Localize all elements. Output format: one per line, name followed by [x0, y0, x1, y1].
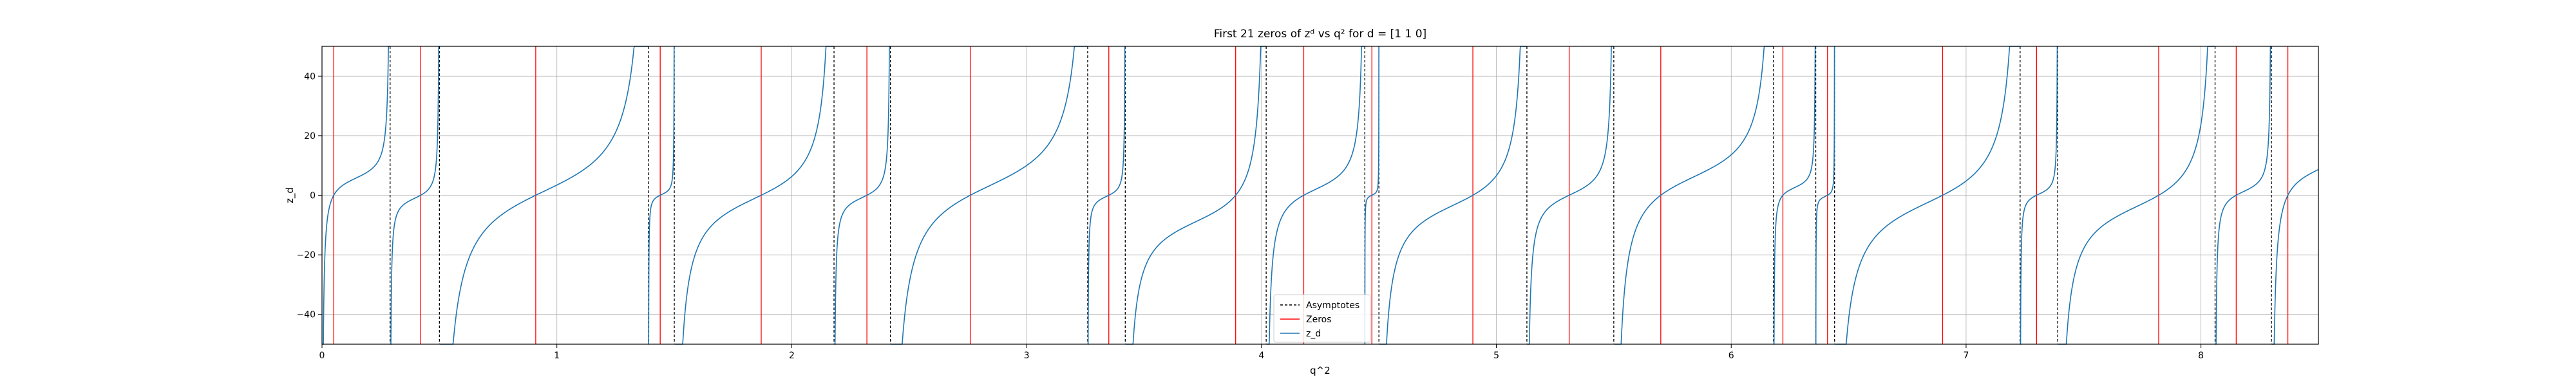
zd-curve	[322, 46, 2319, 345]
zd-branch	[2215, 46, 2271, 345]
grid	[321, 46, 2318, 344]
axis-ticks: 0 1 2 3 4 5 6 7 8 −40 −20 0 20 40	[296, 71, 2204, 361]
zd-branch	[1266, 46, 1365, 345]
zd-branch	[1087, 46, 1126, 345]
x-tick-label: 2	[789, 351, 795, 361]
zd-branch	[1815, 46, 1835, 345]
legend-label: Zeros	[1306, 315, 1332, 325]
y-tick-label: 20	[304, 131, 316, 142]
x-tick-label: 3	[1024, 351, 1030, 361]
x-axis-label: q^2	[1310, 365, 1331, 376]
zd-branch	[1125, 46, 1266, 345]
zd-branch	[674, 46, 834, 345]
zd-branch	[1379, 46, 1527, 345]
legend: Asymptotes Zeros z_d	[1273, 294, 1371, 343]
zd-branch	[1364, 46, 1379, 345]
zd-branch	[2271, 169, 2319, 345]
zd-branch	[390, 46, 440, 345]
zd-branch	[1614, 46, 1774, 345]
zd-branch	[440, 46, 649, 345]
zd-branch	[2020, 46, 2058, 345]
chart-title: First 21 zeros of zᵈ vs q² for d = [1 1 …	[1214, 28, 1426, 41]
legend-label: z_d	[1306, 329, 1321, 339]
x-tick-label: 6	[1728, 351, 1734, 361]
y-tick-label: −40	[296, 310, 316, 320]
x-tick-label: 1	[554, 351, 560, 361]
legend-box	[1273, 294, 1371, 343]
zd-branch	[1527, 46, 1614, 345]
x-tick-label: 8	[2198, 351, 2204, 361]
zd-branch	[322, 46, 390, 345]
y-axis-label: z_d	[284, 187, 296, 203]
zd-branch	[1773, 46, 1816, 345]
x-tick-label: 5	[1493, 351, 1499, 361]
y-tick-label: 40	[304, 71, 316, 82]
zd-branch	[891, 46, 1088, 345]
zd-branch	[834, 46, 891, 345]
x-tick-label: 0	[319, 351, 325, 361]
zd-branch	[648, 46, 675, 345]
x-tick-label: 4	[1258, 351, 1264, 361]
zd-branch	[1835, 46, 2020, 345]
x-tick-label: 7	[1963, 351, 1969, 361]
zd-branch	[2058, 46, 2215, 345]
legend-label: Asymptotes	[1306, 300, 1359, 311]
y-tick-label: −20	[296, 250, 316, 261]
y-tick-label: 0	[310, 191, 316, 201]
